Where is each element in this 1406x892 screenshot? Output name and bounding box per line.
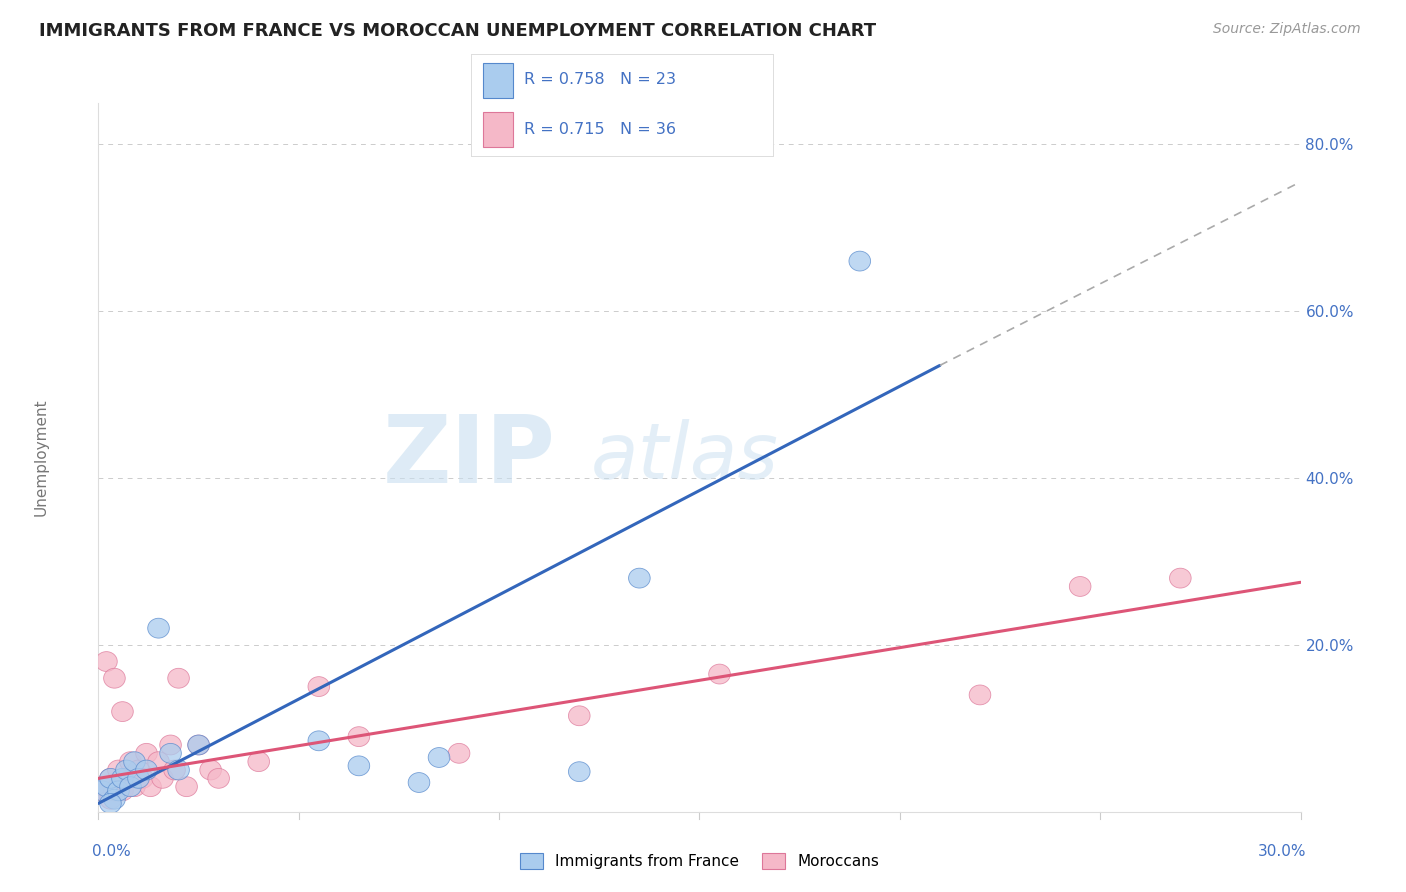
Ellipse shape (148, 618, 169, 638)
Ellipse shape (115, 760, 138, 780)
Ellipse shape (128, 760, 149, 780)
Ellipse shape (100, 768, 121, 789)
Ellipse shape (152, 768, 173, 789)
FancyBboxPatch shape (484, 112, 513, 147)
Ellipse shape (94, 777, 115, 797)
Ellipse shape (104, 668, 125, 688)
Text: 30.0%: 30.0% (1258, 844, 1306, 859)
Ellipse shape (111, 780, 134, 801)
Ellipse shape (136, 760, 157, 780)
Ellipse shape (628, 568, 650, 588)
Ellipse shape (132, 768, 153, 789)
Ellipse shape (167, 668, 190, 688)
Text: Source: ZipAtlas.com: Source: ZipAtlas.com (1213, 22, 1361, 37)
Ellipse shape (568, 706, 591, 726)
Text: ZIP: ZIP (382, 411, 555, 503)
Ellipse shape (100, 789, 121, 809)
Ellipse shape (139, 777, 162, 797)
Text: Unemployment: Unemployment (34, 399, 48, 516)
Ellipse shape (247, 752, 270, 772)
Ellipse shape (200, 760, 221, 780)
Ellipse shape (163, 760, 186, 780)
Ellipse shape (429, 747, 450, 767)
Ellipse shape (308, 677, 329, 697)
Ellipse shape (449, 743, 470, 764)
Ellipse shape (1070, 576, 1091, 597)
Ellipse shape (136, 743, 157, 764)
Ellipse shape (188, 735, 209, 755)
Ellipse shape (120, 752, 141, 772)
Ellipse shape (100, 768, 121, 789)
Ellipse shape (124, 752, 145, 772)
Ellipse shape (115, 768, 138, 789)
Ellipse shape (104, 789, 125, 809)
Ellipse shape (188, 735, 209, 755)
Ellipse shape (111, 702, 134, 722)
Ellipse shape (849, 252, 870, 271)
Ellipse shape (1170, 568, 1191, 588)
FancyBboxPatch shape (484, 62, 513, 97)
Ellipse shape (128, 768, 149, 789)
Ellipse shape (176, 777, 197, 797)
Text: atlas: atlas (592, 419, 779, 495)
Ellipse shape (120, 777, 141, 797)
Ellipse shape (160, 735, 181, 755)
Ellipse shape (108, 780, 129, 801)
Ellipse shape (308, 731, 329, 751)
Ellipse shape (96, 777, 117, 797)
Text: 0.0%: 0.0% (93, 844, 131, 859)
Ellipse shape (124, 777, 145, 797)
Ellipse shape (709, 665, 730, 684)
Ellipse shape (96, 652, 117, 672)
Ellipse shape (568, 762, 591, 781)
Text: R = 0.715   N = 36: R = 0.715 N = 36 (524, 122, 676, 137)
Ellipse shape (408, 772, 430, 792)
Ellipse shape (111, 768, 134, 789)
Text: IMMIGRANTS FROM FRANCE VS MOROCCAN UNEMPLOYMENT CORRELATION CHART: IMMIGRANTS FROM FRANCE VS MOROCCAN UNEMP… (39, 22, 876, 40)
Ellipse shape (108, 777, 129, 797)
Ellipse shape (100, 794, 121, 814)
Ellipse shape (969, 685, 991, 705)
Ellipse shape (160, 743, 181, 764)
Ellipse shape (349, 727, 370, 747)
Legend: Immigrants from France, Moroccans: Immigrants from France, Moroccans (513, 847, 886, 875)
Text: R = 0.758   N = 23: R = 0.758 N = 23 (524, 71, 676, 87)
Ellipse shape (167, 760, 190, 780)
Ellipse shape (91, 780, 114, 801)
Ellipse shape (91, 780, 114, 801)
Ellipse shape (208, 768, 229, 789)
Ellipse shape (104, 780, 125, 801)
Ellipse shape (148, 752, 169, 772)
Ellipse shape (108, 760, 129, 780)
Ellipse shape (349, 756, 370, 776)
